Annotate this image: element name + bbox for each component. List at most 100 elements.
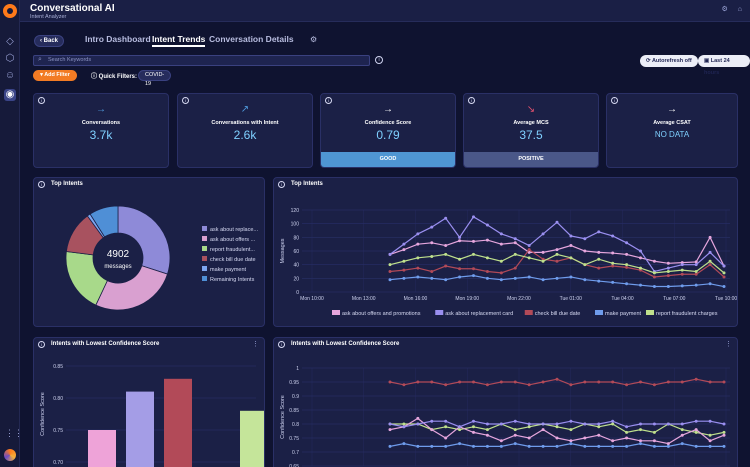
info-icon[interactable]: i (325, 97, 332, 104)
data-point (694, 377, 698, 381)
data-point (485, 276, 489, 280)
y-tick-label: 0.85 (53, 364, 63, 370)
analytics-icon[interactable]: ◉ (4, 89, 16, 101)
legend-swatch (595, 310, 603, 315)
legend-label: check bill due date (535, 311, 581, 317)
data-point (597, 422, 601, 426)
more-menu-icon[interactable]: ⋮ (252, 341, 259, 348)
data-point (416, 242, 420, 246)
donut-slice (117, 205, 171, 275)
info-icon[interactable]: i (38, 97, 45, 104)
data-point (652, 275, 656, 279)
card-title: Intents with Lowest Confidence Score (51, 341, 160, 347)
bar (164, 378, 192, 467)
time-range-button[interactable]: ▣ Last 24 hours (698, 55, 750, 76)
bar (240, 410, 264, 467)
tab-intro-dashboard[interactable]: Intro Dashboard (85, 34, 151, 44)
info-icon[interactable]: i (182, 97, 189, 104)
data-point (388, 422, 392, 426)
y-tick-label: 60 (293, 249, 299, 255)
data-point (708, 444, 712, 448)
data-point (388, 380, 392, 384)
legend-label: ask about replace... (210, 227, 258, 233)
avatar[interactable] (4, 449, 16, 461)
legend-swatch (202, 276, 207, 281)
info-icon[interactable]: i (375, 56, 383, 64)
search-icon: ⌕ (38, 56, 42, 63)
topbar-actions: ⚙ ⌂ (711, 5, 742, 13)
data-point (513, 380, 517, 384)
data-point (527, 244, 531, 248)
sidebar: ◇ ⬡ ☺ ◉ ⋮⋮ (0, 0, 23, 467)
info-icon[interactable]: i (38, 181, 45, 188)
data-point (569, 439, 573, 443)
data-point (541, 259, 545, 263)
data-point (472, 267, 475, 271)
data-point (722, 271, 726, 275)
kpi-card-conversations-with-intent: i ↗ Conversations with Intent 2.6k (177, 93, 313, 168)
info-icon[interactable]: i (278, 181, 285, 188)
data-point (708, 433, 712, 437)
y-tick-label: 0.85 (289, 408, 299, 414)
info-icon[interactable]: i (611, 97, 618, 104)
more-menu-icon[interactable]: ⋮ (725, 341, 732, 348)
data-point (652, 259, 656, 263)
info-icon[interactable]: i (278, 341, 285, 348)
data-point (472, 252, 475, 256)
data-point (722, 285, 726, 289)
data-point (485, 422, 489, 426)
data-point (430, 225, 434, 229)
back-button[interactable]: ‹ Back (34, 35, 65, 47)
data-point (555, 248, 559, 252)
nav-settings-icon[interactable]: ⚙ (310, 35, 318, 44)
tab-intent-trends[interactable]: Intent Trends (152, 34, 206, 47)
data-point (513, 241, 517, 245)
data-point (472, 274, 475, 278)
quick-filter-chip[interactable]: COVID-19 (138, 70, 172, 87)
data-point (416, 416, 420, 420)
notification-icon[interactable]: ⌂ (737, 6, 742, 13)
app-logo[interactable] (3, 4, 17, 18)
data-point (625, 383, 629, 387)
data-point (583, 436, 587, 440)
data-point (499, 259, 503, 263)
add-filter-button[interactable]: ▾ Add Filter (33, 70, 77, 81)
x-tick-label: Mon 16:00 (404, 296, 428, 302)
data-point (597, 279, 601, 283)
kpi-label: Conversations (81, 120, 121, 126)
info-icon[interactable]: i (38, 341, 45, 348)
info-icon[interactable]: i (468, 97, 475, 104)
data-point (569, 275, 573, 279)
data-point (402, 242, 406, 246)
x-tick-label: Mon 19:00 (455, 296, 479, 302)
data-point (458, 428, 462, 432)
autorefresh-button[interactable]: ⟳ Autorefresh off (640, 55, 698, 67)
data-point (708, 439, 712, 443)
data-point (513, 252, 517, 256)
data-point (569, 428, 573, 432)
data-point (402, 276, 406, 280)
data-point (611, 380, 615, 384)
data-point (416, 266, 420, 270)
data-point (597, 380, 601, 384)
kpi-value: 3.7k (89, 128, 113, 142)
y-tick-label: 0.95 (289, 380, 299, 386)
data-point (444, 252, 448, 256)
search-input[interactable]: Search Keywords (33, 55, 370, 66)
tab-conversation-details[interactable]: Conversation Details (209, 34, 294, 44)
data-point (722, 275, 726, 279)
data-point (430, 254, 434, 258)
tag-icon[interactable]: ◇ (6, 36, 14, 47)
data-point (485, 433, 489, 437)
settings-icon[interactable]: ⚙ (721, 6, 728, 13)
data-point (611, 261, 615, 265)
apps-grid-icon[interactable]: ⋮⋮ (5, 428, 23, 438)
legend-label: ask about offers ... (210, 237, 256, 243)
label-icon[interactable]: ⬡ (5, 53, 15, 64)
data-point (472, 425, 475, 429)
donut-center-label: messages (104, 264, 131, 270)
user-icon[interactable]: ☺ (4, 70, 16, 81)
data-point (666, 444, 670, 448)
data-point (416, 232, 420, 236)
